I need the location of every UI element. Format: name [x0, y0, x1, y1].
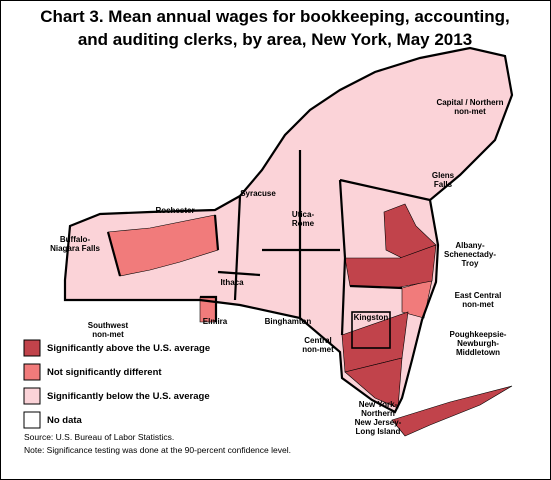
area-boundaries: [63, 46, 514, 414]
legend-label: Significantly below the U.S. average: [47, 391, 210, 402]
area-label: Utica-: [292, 210, 315, 219]
area-label: non-met: [92, 330, 124, 339]
area-label: Middletown: [456, 348, 500, 357]
region-long-island: [391, 385, 513, 437]
area-label: Glens: [432, 171, 455, 180]
area-label: non-met: [302, 345, 334, 354]
region-rochester: [107, 214, 219, 277]
area-label: Syracuse: [240, 189, 276, 198]
area-label: Albany-: [455, 241, 485, 250]
area-label: Falls: [434, 180, 453, 189]
source: Source: U.S. Bureau of Labor Statistics.: [24, 432, 174, 442]
area-label: Kingston: [354, 313, 389, 322]
area-label: New York-: [359, 400, 398, 409]
state-map: [63, 46, 514, 437]
title-line: and auditing clerks, by area, New York, …: [78, 30, 472, 49]
area-label: Binghamton: [265, 317, 312, 326]
area-label: Newburgh-: [457, 339, 499, 348]
title-line: Chart 3. Mean annual wages for bookkeepi…: [40, 7, 509, 26]
area-labels: Capital / Northernnon-metGlensFallsSyrac…: [50, 98, 507, 436]
legend-swatch: [23, 363, 41, 381]
legend-swatch: [23, 411, 41, 429]
area-label: Buffalo-: [60, 235, 91, 244]
area-label: Rochester: [155, 206, 194, 215]
legend-swatch: [23, 339, 41, 357]
area-label: Central: [304, 336, 332, 345]
area-label: Northern: [361, 409, 395, 418]
legend: Significantly above the U.S. average Not …: [23, 339, 210, 429]
area-label: Schenectady-: [444, 250, 496, 259]
note: Note: Significance testing was done at t…: [24, 445, 291, 455]
area-label: East Central: [455, 291, 502, 300]
area-label: Southwest: [88, 321, 129, 330]
area-label: Troy: [462, 259, 479, 268]
legend-swatch: [23, 387, 41, 405]
area-label: New Jersey-: [355, 418, 402, 427]
area-label: Long Island: [356, 427, 401, 436]
area-label: Poughkeepsie-: [450, 330, 507, 339]
area-label: non-met: [462, 300, 494, 309]
area-label: Niagara Falls: [50, 244, 100, 253]
area-label: non-met: [454, 107, 486, 116]
area-label: Rome: [292, 219, 315, 228]
area-label: Capital / Northern: [436, 98, 503, 107]
area-label: Elmira: [203, 317, 228, 326]
kingston-outline: [351, 311, 391, 349]
legend-label: No data: [47, 415, 83, 426]
area-label: Ithaca: [220, 278, 244, 287]
legend-label: Significantly above the U.S. average: [47, 343, 210, 354]
legend-label: Not significantly different: [47, 367, 162, 378]
